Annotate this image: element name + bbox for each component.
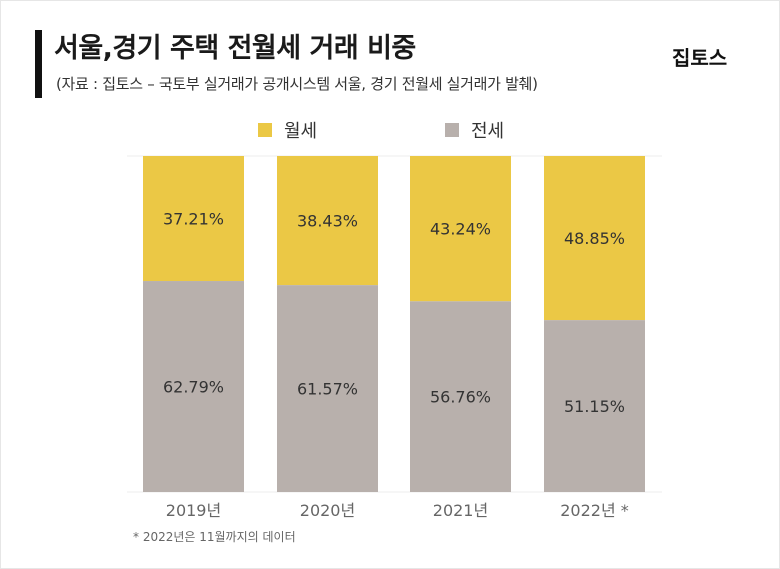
footnote: * 2022년은 11월까지의 데이터 [133,530,296,544]
title-accent-bar [35,30,42,98]
legend-swatch-monthly [258,123,272,137]
legend-item-jeonse: 전세 [445,118,504,142]
bar-jeonse-2 [410,301,511,492]
data-label-jeonse-0: 62.79% [163,378,224,397]
bar-jeonse-0 [143,281,244,492]
chart-source: (자료 : 집토스 – 국토부 실거래가 공개시스템 서울, 경기 전월세 실거… [56,75,538,93]
legend-label-monthly: 월세 [284,121,318,142]
x-tick-label-1: 2020년 [300,501,355,520]
legend-item-monthly: 월세 [258,118,317,142]
legend-label-jeonse: 전세 [471,121,505,142]
bar-monthly-3 [544,156,645,321]
data-label-monthly-1: 38.43% [297,212,358,231]
bar-jeonse-1 [277,285,378,492]
legend-swatch-jeonse [445,123,459,137]
bar-jeonse-3 [544,320,645,492]
data-label-jeonse-3: 51.15% [564,397,625,416]
bar-monthly-2 [410,156,511,302]
data-label-jeonse-2: 56.76% [430,388,491,407]
data-label-monthly-3: 48.85% [564,229,625,248]
data-label-jeonse-1: 61.57% [297,380,358,399]
x-tick-label-2: 2021년 [433,501,488,520]
chart-title: 서울,경기 주택 전월세 거래 비중 [54,33,416,64]
bar-monthly-1 [277,156,378,286]
brand-logo: 집토스 [672,46,728,70]
bar-monthly-0 [143,156,244,282]
data-label-monthly-0: 37.21% [163,210,224,229]
data-label-monthly-2: 43.24% [430,220,491,239]
x-tick-label-0: 2019년 [166,501,221,520]
x-tick-label-3: 2022년 * [560,501,629,520]
